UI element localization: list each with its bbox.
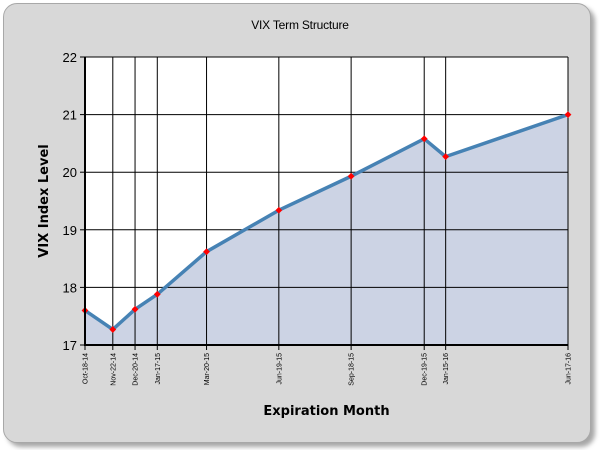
data-point [203, 248, 210, 256]
x-tick-label: Nov-22-14 [110, 353, 117, 386]
data-point [347, 172, 355, 180]
data-point [420, 135, 428, 143]
x-tick-label: Oct-18-14 [83, 353, 90, 384]
chart-title: VIX Term Structure [251, 18, 349, 32]
x-tick-label: Dec-20-14 [133, 353, 140, 386]
x-tick-label: Jan-15-16 [443, 353, 450, 385]
series-line [84, 112, 569, 332]
data-point [153, 290, 161, 298]
x-tick-label: Sep-18-15 [349, 353, 356, 386]
y-tick-label: 22 [63, 50, 77, 65]
x-tick-label: Jun-17-16 [566, 353, 573, 385]
y-axis-title: VIX Index Level [37, 144, 52, 257]
data-point [442, 153, 450, 161]
x-tick-label: Jun-19-15 [276, 353, 283, 385]
data-point [564, 111, 572, 118]
x-tick-label: Jan-17-15 [155, 353, 162, 385]
y-tick-label: 17 [63, 338, 77, 353]
y-tick-label: 18 [63, 280, 77, 295]
x-tick-label: Dec-19-15 [422, 353, 429, 386]
y-tick-label: 21 [63, 108, 77, 123]
data-point [275, 206, 283, 214]
data-point [109, 326, 117, 333]
y-tick-label: 19 [63, 223, 77, 238]
x-axis-title: Expiration Month [263, 404, 389, 419]
data-point [131, 305, 139, 313]
x-tick-label: Mar-20-15 [204, 353, 211, 385]
y-tick-label: 20 [63, 165, 77, 180]
